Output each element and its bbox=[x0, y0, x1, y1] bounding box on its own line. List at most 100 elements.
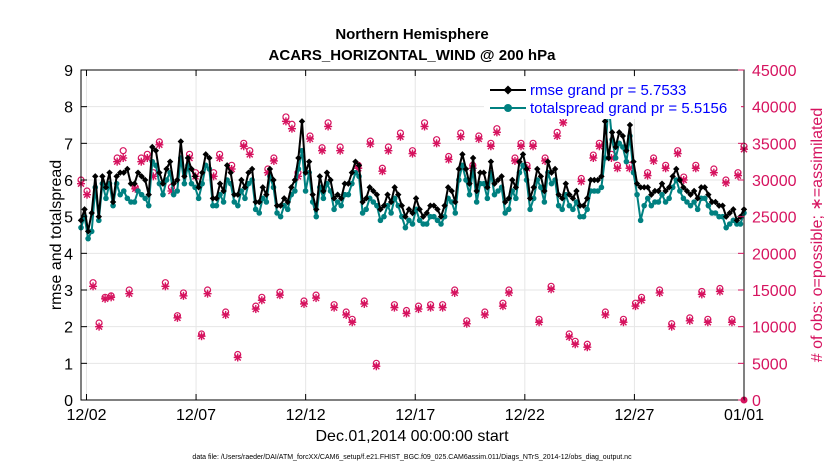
rmse-point bbox=[291, 176, 299, 184]
x-tick-label: 12/22 bbox=[505, 407, 545, 424]
rmse-point bbox=[391, 184, 398, 191]
totalspread-point bbox=[381, 213, 387, 220]
rmse-point bbox=[416, 206, 423, 213]
totalspread-point bbox=[349, 180, 355, 187]
rmse-point bbox=[88, 209, 95, 217]
rmse-point bbox=[177, 138, 185, 145]
y-left-tick-label: 8 bbox=[64, 100, 73, 117]
rmse-point bbox=[612, 143, 619, 151]
x-tick-label: 12/17 bbox=[395, 407, 435, 424]
obs-assimilated-marker bbox=[372, 362, 381, 371]
rmse-point bbox=[131, 180, 138, 187]
totalspread-point bbox=[281, 202, 287, 209]
obs-assimilated-marker bbox=[275, 291, 284, 300]
rmse-point bbox=[594, 176, 602, 184]
totalspread-point bbox=[555, 202, 562, 209]
totalspread-point bbox=[192, 184, 198, 191]
obs-assimilated-marker bbox=[504, 288, 513, 297]
rmse-point bbox=[280, 195, 288, 202]
obs-assimilated-marker bbox=[703, 318, 712, 327]
rmse-point bbox=[362, 195, 370, 202]
rmse-point bbox=[106, 169, 113, 176]
rmse-point bbox=[505, 195, 512, 202]
totalspread-point bbox=[174, 188, 181, 194]
totalspread-point bbox=[388, 210, 394, 216]
rmse-point bbox=[559, 195, 566, 202]
totalspread-point bbox=[188, 180, 195, 187]
rmse-point bbox=[519, 151, 527, 158]
obs-assimilated-marker bbox=[107, 293, 116, 302]
totalspread-point bbox=[85, 235, 91, 242]
rmse-point bbox=[705, 191, 712, 198]
totalspread-point bbox=[502, 210, 508, 216]
totalspread-point bbox=[484, 195, 491, 202]
totalspread-point bbox=[595, 188, 601, 194]
y-left-tick-label: 0 bbox=[64, 393, 73, 410]
totalspread-point bbox=[384, 202, 391, 209]
rmse-point bbox=[591, 176, 598, 184]
rmse-point bbox=[619, 132, 627, 140]
legend-spread-label: totalspread grand pr = 5.5156 bbox=[530, 100, 727, 117]
obs-assimilated-marker bbox=[498, 302, 507, 311]
totalspread-point bbox=[96, 217, 102, 224]
rmse-point bbox=[469, 154, 477, 162]
totalspread-point bbox=[598, 184, 605, 191]
totalspread-point bbox=[673, 177, 680, 183]
rmse-point bbox=[309, 191, 316, 198]
rmse-point bbox=[630, 158, 637, 165]
rmse-point bbox=[623, 147, 630, 154]
chart-title-line-2: ACARS_HORIZONTAL_WIND @ 200 hPa bbox=[269, 47, 557, 64]
legend: rmse grand pr = 5.7533 totalspread grand… bbox=[484, 77, 741, 119]
rmse-point bbox=[683, 187, 691, 195]
rmse-point bbox=[662, 187, 669, 195]
rmse-point bbox=[256, 198, 263, 206]
y-right-tick-label: 10000 bbox=[752, 320, 797, 337]
obs-assimilated-marker bbox=[715, 287, 724, 296]
obs-assimilated-marker bbox=[727, 318, 736, 327]
totalspread-point bbox=[644, 195, 651, 202]
obs-assimilated-marker bbox=[631, 302, 640, 311]
totalspread-point bbox=[559, 206, 566, 213]
obs-assimilated-marker bbox=[420, 122, 429, 131]
rmse-point bbox=[409, 209, 416, 217]
rmse-point bbox=[195, 184, 202, 191]
totalspread-point bbox=[680, 195, 687, 202]
totalspread-point bbox=[263, 199, 270, 205]
obs-assimilated-marker bbox=[613, 164, 622, 173]
rmse-point bbox=[327, 176, 334, 184]
y-right-tick-label: 25000 bbox=[752, 210, 797, 227]
totalspread-point bbox=[363, 206, 369, 213]
obs-assimilated-marker bbox=[125, 289, 134, 298]
rmse-point bbox=[81, 206, 88, 213]
rmse-point bbox=[498, 173, 505, 180]
rmse-point bbox=[419, 213, 427, 220]
totalspread-point bbox=[110, 202, 116, 209]
totalspread-point bbox=[352, 169, 359, 176]
totalspread-point bbox=[423, 221, 430, 227]
rmse-point bbox=[288, 184, 295, 191]
rmse-point bbox=[338, 195, 345, 202]
rmse-point bbox=[719, 202, 726, 209]
totalspread-point bbox=[452, 210, 459, 216]
obs-assimilated-marker bbox=[101, 294, 110, 303]
totalspread-point bbox=[235, 202, 241, 209]
totalspread-point bbox=[566, 202, 573, 209]
totalspread-point bbox=[156, 180, 163, 187]
rmse-point bbox=[676, 176, 684, 184]
totalspread-point bbox=[580, 213, 587, 220]
y-right-tick-label: 20000 bbox=[752, 246, 797, 263]
totalspread-point bbox=[256, 210, 263, 216]
y-left-tick-label: 6 bbox=[64, 173, 73, 190]
totalspread-point bbox=[170, 191, 177, 198]
rmse-point bbox=[712, 198, 719, 206]
x-tick-label: 12/27 bbox=[614, 407, 654, 424]
totalspread-point bbox=[284, 206, 291, 213]
totalspread-point bbox=[438, 221, 444, 227]
totalspread-point bbox=[431, 213, 437, 220]
rmse-point bbox=[484, 184, 491, 191]
obs-assimilated-marker bbox=[95, 322, 104, 331]
obs-assimilated-marker bbox=[432, 139, 441, 148]
totalspread-point bbox=[648, 202, 655, 209]
rmse-point bbox=[284, 198, 291, 206]
